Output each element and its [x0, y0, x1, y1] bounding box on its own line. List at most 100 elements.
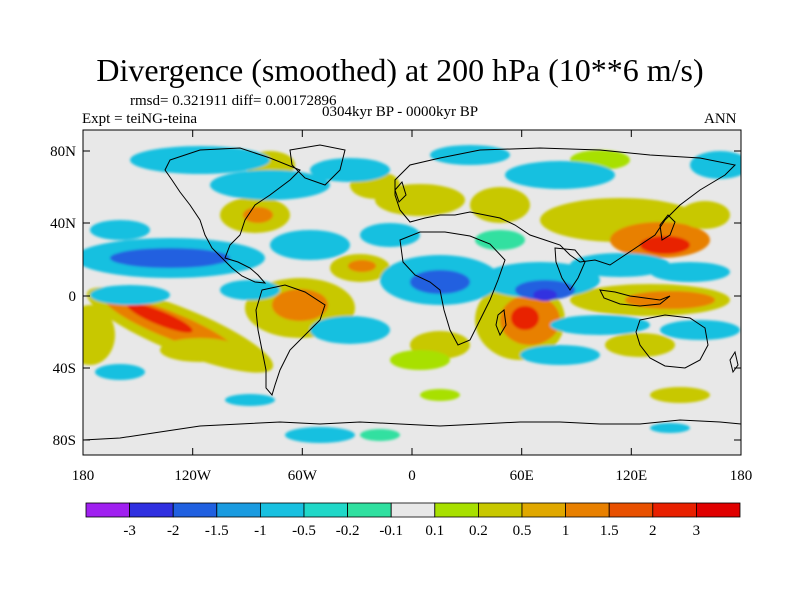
- field-patch: [360, 429, 400, 441]
- colorbar-label: -2: [167, 523, 180, 539]
- field-patch: [90, 220, 150, 240]
- field-patch: [533, 289, 557, 301]
- colorbar-swatch: [565, 502, 610, 518]
- field-patch: [83, 305, 115, 365]
- lat-axis: [83, 150, 741, 441]
- colorbar-label: -0.5: [292, 523, 316, 539]
- field-patch: [130, 146, 270, 174]
- colorbar-swatch: [521, 502, 566, 518]
- field-patch: [410, 270, 470, 294]
- field-patch: [95, 364, 145, 380]
- colorbar-label: -1.5: [205, 523, 229, 539]
- colorbar-label: 0.2: [469, 523, 488, 539]
- colorbar-swatch: [172, 502, 218, 518]
- coast-greenland: [289, 144, 346, 186]
- field-patch: [640, 236, 690, 254]
- season-label: ANN: [704, 111, 737, 127]
- coast-south-america: [255, 284, 326, 397]
- colorbar: [85, 502, 741, 518]
- lat-label: 0: [69, 289, 77, 305]
- colorbar-swatch: [85, 502, 130, 518]
- field-patch: [650, 423, 690, 433]
- colorbar-swatch: [129, 502, 174, 518]
- colorbar-swatch: [434, 502, 479, 518]
- colorbar-swatch: [216, 502, 261, 518]
- field-patch: [520, 345, 600, 365]
- field-patch: [680, 201, 730, 229]
- coast-japan: [659, 214, 676, 241]
- colorbar-label: 1.5: [600, 523, 619, 539]
- coast-north-america: [164, 147, 301, 284]
- colorbar-swatch: [477, 502, 523, 518]
- colorbar-labels: -3 -2 -1.5 -1 -0.5 -0.2 -0.1 0.1 0.2 0.5 1 1.5 2 3: [123, 523, 700, 539]
- field-patch: [348, 260, 376, 272]
- colorbar-label: -1: [254, 523, 267, 539]
- coast-new-zealand: [729, 350, 739, 374]
- field-patch: [90, 285, 170, 305]
- field-patch: [220, 280, 280, 300]
- colorbar-label: 2: [649, 523, 657, 539]
- field-patch: [430, 145, 510, 165]
- field-patch: [511, 306, 539, 330]
- lon-label: 60W: [288, 468, 318, 484]
- experiment-label: Expt = teiNG-teina: [82, 111, 198, 127]
- field-patch: [310, 158, 390, 182]
- field-patch: [310, 316, 390, 344]
- field-patch: [127, 303, 193, 333]
- lon-label: 120E: [615, 468, 647, 484]
- field-patch: [243, 207, 273, 223]
- colorbar-label: -0.1: [379, 523, 403, 539]
- lon-label: 180: [72, 468, 95, 484]
- coast-eurasia: [394, 147, 737, 266]
- coastlines: [83, 144, 741, 441]
- field-patch: [360, 223, 420, 247]
- colorbar-swatch: [347, 502, 392, 518]
- lat-label: 80N: [50, 144, 76, 160]
- colorbar-label: 3: [693, 523, 701, 539]
- period-label: 0304kyr BP - 0000kyr BP: [322, 104, 479, 120]
- coast-antarctica: [83, 419, 741, 441]
- coast-africa: [399, 231, 506, 346]
- colorbar-swatch: [608, 502, 654, 518]
- coast-indonesia: [599, 289, 671, 307]
- field-patch: [505, 161, 615, 189]
- field-patch: [390, 350, 450, 370]
- coast-uk: [394, 180, 407, 203]
- colorbar-swatch: [303, 502, 348, 518]
- colorbar-label: 0.1: [425, 523, 444, 539]
- lat-label: 40N: [50, 216, 76, 232]
- field-patch: [270, 230, 350, 260]
- lat-label: 40S: [53, 361, 76, 377]
- coast-australia: [635, 314, 709, 369]
- lon-labels: 180 120W 60W 0 60E 120E 180: [72, 468, 753, 484]
- colorbar-label: 0.5: [513, 523, 532, 539]
- field-patch: [375, 184, 465, 216]
- field-patch: [650, 262, 730, 282]
- field-patch: [285, 427, 355, 443]
- field-patch: [625, 291, 715, 309]
- plot-title: Divergence (smoothed) at 200 hPa (10**6 …: [96, 52, 704, 88]
- coast-india: [554, 247, 586, 291]
- colorbar-swatch: [696, 502, 741, 518]
- field-patch: [110, 248, 230, 268]
- field-patch: [160, 338, 240, 362]
- field-patch: [210, 170, 330, 200]
- lon-label: 0: [408, 468, 416, 484]
- field-patch: [225, 394, 275, 406]
- lon-label: 180: [730, 468, 753, 484]
- field-patch: [470, 187, 530, 223]
- stats-label: rmsd= 0.321911 diff= 0.00172896: [130, 93, 337, 109]
- field-patch: [650, 387, 710, 403]
- field-patch: [660, 320, 740, 340]
- colorbar-label: -3: [123, 523, 136, 539]
- field-patch: [420, 389, 460, 401]
- field-patch: [570, 253, 670, 277]
- coast-madagascar: [495, 309, 507, 337]
- lat-label: 80S: [53, 433, 76, 449]
- field-patch: [550, 315, 650, 335]
- divergence-field: [83, 145, 741, 443]
- field-patch: [475, 230, 525, 250]
- lon-label: 60E: [510, 468, 534, 484]
- lon-axis: [82, 130, 742, 455]
